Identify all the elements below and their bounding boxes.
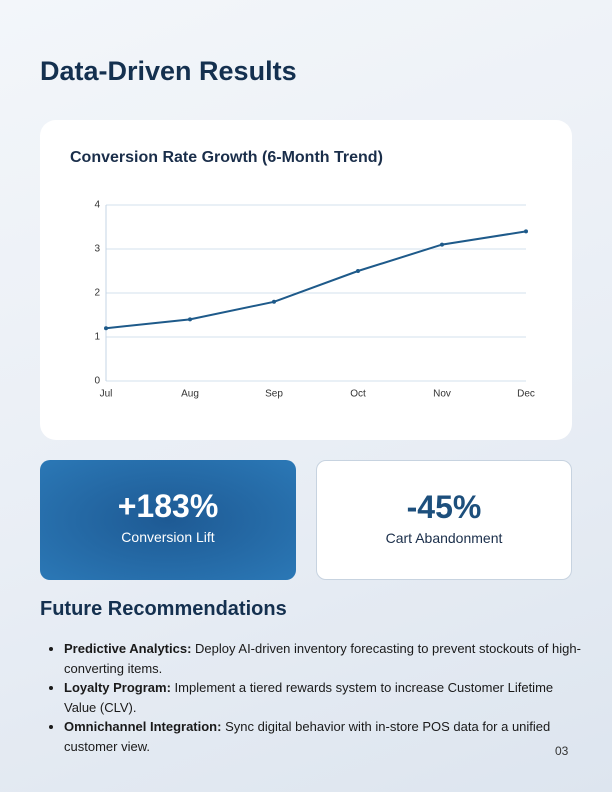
section-title: Future Recommendations [40,598,287,620]
page-title: Data-Driven Results [40,56,297,86]
y-tick-label: 4 [94,200,100,211]
stat-card: -45% Cart Abandonment [316,460,572,580]
y-tick-label: 0 [94,376,100,387]
chart: Conversion Rate Growth (6-Month Trend) 0… [70,149,535,400]
recommendation-text: Implement a tiered rewards system to inc… [64,680,554,715]
point [524,229,528,234]
stat-value: +183% [117,488,219,524]
x-tick-label: Dec [517,389,535,400]
y-tick-label: 1 [94,332,100,343]
line [105,230,527,330]
stat-label: Conversion Lift [121,529,215,545]
point [104,326,108,331]
x-tick-label: Aug [181,389,199,400]
chart-card: Conversion Rate Growth (6-Month Trend) 0… [40,120,572,440]
recommendation-text: Deploy AI-driven inventory forecasting t… [64,641,581,676]
recommendation: Predictive Analytics: Deploy AI-driven i… [64,639,584,678]
x-tick-label: Jul [100,389,113,400]
recommendation: Loyalty Program: Implement a tiered rewa… [64,678,584,717]
recommendation-label: Predictive Analytics: [64,641,192,656]
recommendation-label: Loyalty Program: [64,680,171,695]
point [272,299,276,304]
y-tick-label: 2 [94,288,100,299]
recommendation-text: Sync digital behavior with in-store POS … [64,719,551,754]
recommendation: Omnichannel Integration: Sync digital be… [64,717,584,756]
chart-title: Conversion Rate Growth (6-Month Trend) [70,149,383,166]
stat-label: Cart Abandonment [385,530,503,546]
point [440,242,444,247]
point [188,317,192,322]
stat-value: -45% [406,489,482,525]
recommendation-label: Omnichannel Integration: [64,719,222,734]
x-tick-label: Nov [433,389,451,400]
recommendation-list: Predictive Analytics: Deploy AI-driven i… [24,639,584,756]
x-tick-label: Oct [350,389,366,400]
y-tick-label: 3 [94,244,100,255]
page-number: 03 [555,744,569,758]
x-tick-label: Sep [265,389,283,400]
stat-card: +183% Conversion Lift [40,460,296,580]
point [356,269,360,273]
